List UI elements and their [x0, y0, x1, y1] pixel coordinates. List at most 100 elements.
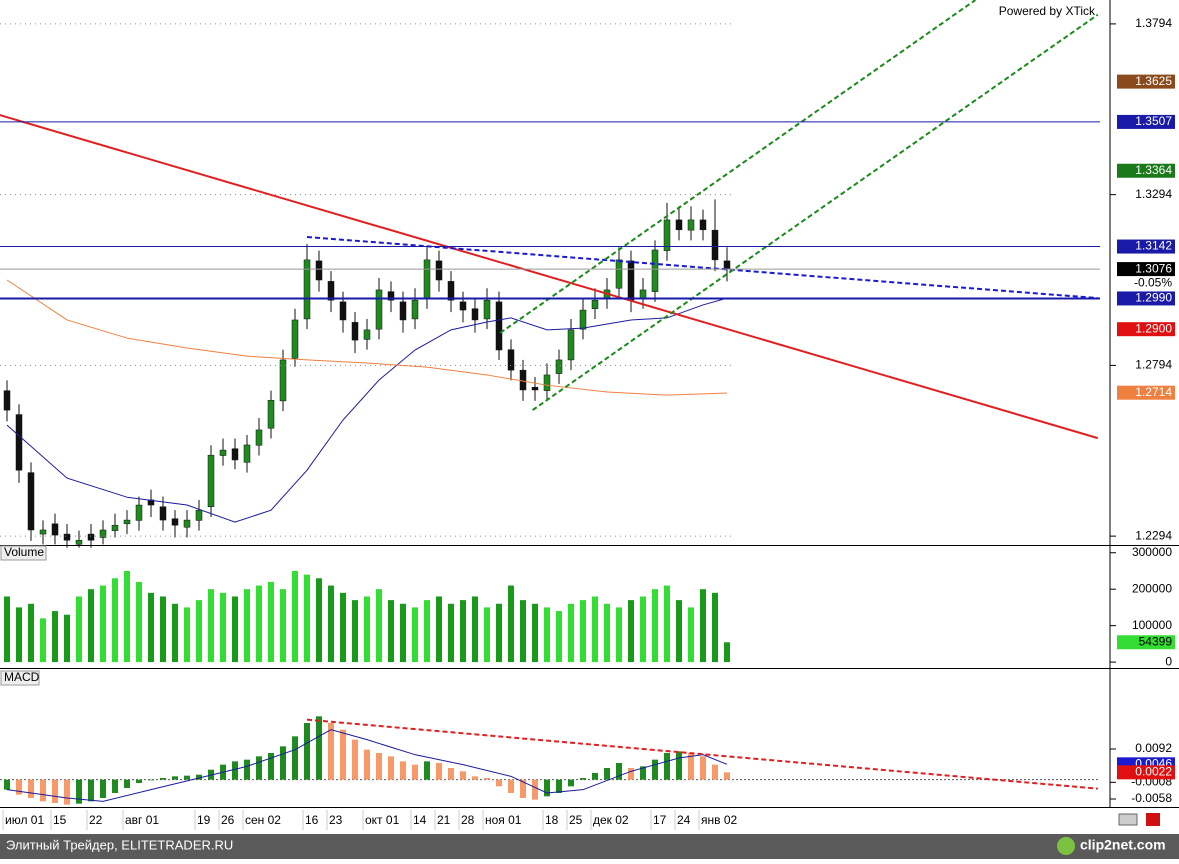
volume-bar: [400, 603, 406, 663]
candle-body: [375, 289, 383, 330]
candle-body: [63, 533, 71, 541]
macd-bar: [16, 779, 22, 795]
candle-body: [651, 249, 659, 292]
macd-bar: [28, 779, 34, 798]
candle-body: [207, 454, 215, 508]
macd-bar: [484, 778, 490, 780]
y-tick-label: 200000: [1132, 581, 1172, 595]
candle-body: [615, 259, 623, 289]
volume-bar: [628, 600, 634, 663]
volume-bar: [64, 614, 70, 663]
candle-body: [435, 260, 443, 281]
volume-bar: [496, 603, 502, 663]
volume-bar: [16, 607, 22, 663]
volume-bar: [700, 589, 706, 663]
macd-bar: [364, 749, 370, 780]
volume-bar: [160, 596, 166, 663]
exit-button[interactable]: [1146, 813, 1160, 826]
macd-bar: [580, 778, 586, 780]
y-tick-label: 1.3794: [1135, 16, 1172, 30]
volume-bar: [268, 581, 274, 663]
volume-bar: [556, 611, 562, 663]
x-tick-label: ноя 01: [485, 813, 522, 827]
panel-title: Volume: [4, 545, 44, 559]
price-label-box: [1117, 114, 1175, 129]
price-label-box: [1117, 262, 1175, 277]
x-tick-label: 15: [53, 813, 67, 827]
volume-bar: [292, 570, 298, 663]
volume-bar: [208, 589, 214, 663]
x-tick-label: 23: [329, 813, 343, 827]
y-tick-label: 0: [1165, 654, 1172, 668]
volume-bar: [652, 589, 658, 663]
x-tick-label: 24: [677, 813, 691, 827]
candle-body: [255, 429, 263, 446]
candle-body: [555, 359, 563, 374]
macd-bar: [676, 751, 682, 780]
candle-body: [591, 299, 599, 309]
volume-label: 54399: [1139, 634, 1173, 648]
volume-bar: [412, 607, 418, 663]
macd-bar: [544, 779, 550, 797]
x-tick-label: 17: [653, 813, 667, 827]
candle-body: [399, 301, 407, 321]
candle-body: [459, 301, 467, 311]
volume-bar: [568, 603, 574, 663]
macd-bar: [136, 779, 142, 783]
volume-bar: [316, 578, 322, 663]
price-label-box: [1117, 74, 1175, 89]
macd-bar: [388, 756, 394, 780]
candle-body: [27, 472, 35, 531]
y-tick-label: -0.0058: [1131, 791, 1172, 805]
x-tick-label: авг 01: [125, 813, 159, 827]
macd-bar: [712, 764, 718, 780]
volume-bar: [520, 600, 526, 663]
macd-bar: [280, 746, 286, 780]
price-label: 1.3364: [1135, 163, 1172, 177]
macd-bar: [412, 764, 418, 780]
candle-body: [327, 281, 335, 301]
scroll-button[interactable]: [1118, 813, 1138, 826]
trend-line: [532, 13, 1099, 411]
macd-bar: [592, 773, 598, 780]
volume-bar: [508, 585, 514, 663]
candle-body: [483, 299, 491, 320]
macd-bar: [568, 779, 574, 787]
macd-bar: [64, 779, 70, 805]
candle-body: [675, 219, 683, 231]
candle-body: [75, 539, 83, 545]
macd-bar: [340, 729, 346, 780]
y-tick-label: 1.2294: [1135, 528, 1172, 542]
macd-bar: [436, 763, 442, 780]
macd-bar: [688, 753, 694, 780]
price-label-box: [1117, 291, 1175, 306]
candle-body: [495, 301, 503, 351]
macd-bar: [100, 779, 106, 798]
volume-bar: [460, 600, 466, 663]
volume-bar: [640, 596, 646, 663]
macd-bar: [424, 761, 430, 780]
price-label: 1.2714: [1135, 385, 1172, 399]
x-tick-label: окт 01: [365, 813, 400, 827]
macd-bar: [244, 759, 250, 780]
volume-bar: [532, 603, 538, 663]
volume-bar: [28, 603, 34, 663]
trend-line: [306, 235, 1098, 300]
panel-title: MACD: [4, 670, 40, 684]
footer-bar: [0, 834, 1179, 859]
price-label: 1.2900: [1135, 321, 1172, 335]
volume-label-box: [1117, 635, 1175, 650]
macd-bar: [700, 756, 706, 780]
volume-bar: [724, 642, 730, 663]
volume-bar: [472, 596, 478, 663]
candle-body: [567, 329, 575, 361]
candle-body: [531, 386, 539, 391]
price-label-box: [1117, 163, 1175, 178]
moving-average: [6, 297, 728, 523]
candle-body: [519, 369, 527, 391]
candle-body: [411, 299, 419, 320]
x-tick-label: сен 02: [245, 813, 281, 827]
y-tick-label: 100000: [1132, 618, 1172, 632]
panel-label-box: [0, 670, 40, 686]
x-tick-label: 19: [197, 813, 211, 827]
